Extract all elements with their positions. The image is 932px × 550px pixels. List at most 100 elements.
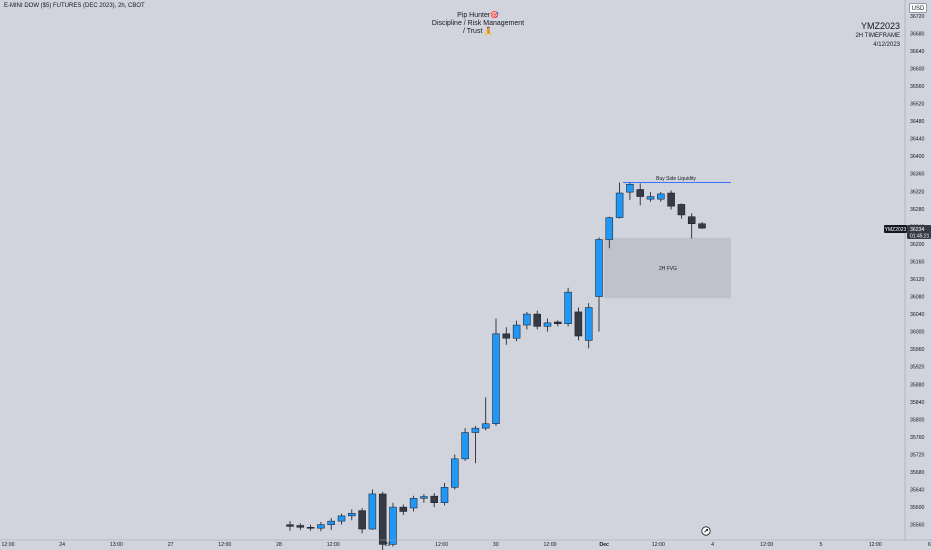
price-tick-label: 36040 — [910, 312, 925, 318]
bear-candle-body — [296, 525, 305, 528]
price-tick-label: 35840 — [910, 400, 925, 406]
time-axis[interactable]: 12:00 24 13:00 27 12:00 28 12:00 29 12:00 30 12:00… — [2, 542, 931, 548]
bull-candle-body — [409, 498, 418, 509]
time-tick-label: 12:00 — [327, 542, 340, 548]
price-tick-label: 35960 — [910, 347, 925, 353]
bull-candle-body — [348, 512, 356, 517]
price-tick-label: 35880 — [910, 382, 925, 388]
bull-candle-body — [420, 496, 428, 499]
price-tick-label: 36680 — [910, 31, 925, 37]
bear-candle-body — [378, 493, 387, 545]
time-tick-label: 12:00 — [435, 542, 448, 548]
bull-candle-body — [461, 432, 469, 460]
bear-candle-body — [667, 192, 675, 207]
price-countdown-tag — [907, 224, 931, 239]
price-axis[interactable]: 35560 35600 35640 35680 35720 35760 35800 35840… — [910, 14, 925, 529]
time-tick-label: 28 — [276, 542, 282, 548]
symbol-price-tag-text: YMZ2023 — [885, 227, 907, 233]
annotation-layer: Buy Side Liquidity 2H FVG — [623, 176, 731, 272]
bear-candle-body — [399, 506, 408, 512]
price-tick-label: 35720 — [910, 452, 925, 458]
time-tick-label: 29 — [385, 542, 391, 548]
bull-candle-body — [615, 192, 624, 218]
bull-candle-body — [389, 506, 397, 545]
time-tick-label: 13:00 — [110, 542, 123, 548]
bull-candle-body — [584, 307, 593, 341]
time-tick-label: 12:00 — [652, 542, 665, 548]
bull-candle-body — [481, 423, 490, 429]
target-emoji-icon: 🎯 — [490, 12, 499, 19]
time-tick-label: 12:00 — [869, 542, 882, 548]
bull-candle-body — [327, 520, 335, 525]
price-tick-label: 36440 — [910, 137, 925, 143]
bear-candle-body — [574, 311, 583, 337]
bear-candle-body — [533, 313, 541, 327]
price-tick-label: 36000 — [910, 330, 925, 336]
bear-candle-body — [430, 495, 438, 503]
time-tick-label: 5 — [820, 542, 823, 548]
time-tick-label: 24 — [59, 542, 65, 548]
bull-candle-body — [595, 239, 603, 297]
price-tick-label: 36600 — [910, 66, 925, 72]
bull-candle-body — [564, 291, 572, 324]
time-tick-label: 6 — [928, 542, 931, 548]
last-price-text: 36234 — [910, 227, 925, 233]
time-tick-label: 30 — [493, 542, 499, 548]
tagline: Discipline / Risk Management / Trust — [431, 20, 525, 35]
bull-candle-body — [605, 217, 614, 240]
price-tick-label: 35800 — [910, 417, 925, 423]
bull-candle-body — [492, 333, 500, 425]
price-tick-label: 36560 — [910, 84, 925, 90]
symbol-price-tag — [884, 224, 907, 233]
fvg-zone-label: 2H FVG — [659, 266, 677, 272]
bull-candle-body — [657, 193, 665, 200]
price-tick-label: 36160 — [910, 259, 925, 265]
watermark-symbol: YMZ2023 — [860, 21, 900, 31]
watermark-timeframe: 2H TIMEFRAME — [855, 33, 900, 39]
price-tick-label: 35680 — [910, 470, 925, 476]
bull-candle-body — [523, 313, 531, 326]
bull-candle-body — [317, 524, 325, 529]
countdown-text: 01:45:21 — [910, 233, 930, 239]
bull-candle-body — [646, 196, 655, 200]
price-tick-label: 35560 — [910, 523, 925, 529]
price-tick-label: 36640 — [910, 49, 925, 55]
bear-candle-body — [554, 321, 562, 324]
price-tick-label: 35920 — [910, 365, 925, 371]
symbol-title[interactable]: E-MINI DOW ($5) FUTURES (DEC 2023), 2h, … — [4, 3, 145, 9]
bear-candle-body — [286, 524, 294, 527]
buy-side-liquidity-label: Buy Side Liquidity — [656, 176, 696, 182]
price-tick-label: 36320 — [910, 189, 925, 195]
bear-candle-body — [502, 333, 511, 339]
price-tick-label: 36200 — [910, 242, 925, 248]
indicator-title: Pip Hunter🎯 Discipline / Risk Management… — [430, 12, 526, 36]
bear-candle-body — [698, 223, 706, 229]
currency-button[interactable]: USD — [909, 3, 927, 13]
price-tick-label: 36480 — [910, 119, 925, 125]
fvg-zone — [604, 237, 731, 299]
bull-candle-body — [543, 322, 552, 327]
bear-candle-body — [636, 189, 644, 197]
bear-candle-body — [358, 510, 366, 530]
price-tick-label: 35600 — [910, 505, 925, 511]
price-tick-label: 35640 — [910, 488, 925, 494]
time-tick-label: 27 — [168, 542, 174, 548]
replay-icon[interactable] — [701, 526, 711, 536]
time-tick-label: 12:00 — [218, 542, 231, 548]
bull-candle-body — [471, 427, 480, 433]
price-tick-label: 36280 — [910, 207, 925, 213]
watermark-date: 4/12/2023 — [873, 42, 900, 48]
price-tick-label: 35760 — [910, 435, 925, 441]
bull-candle-body — [337, 515, 346, 522]
bull-candle-body — [368, 493, 377, 530]
time-tick-label: 4 — [711, 542, 714, 548]
time-tick-label: 12:00 — [544, 542, 557, 548]
price-tick-label: 36080 — [910, 295, 925, 301]
bear-candle-body — [677, 204, 686, 216]
time-tick-label: 12:00 — [760, 542, 773, 548]
price-tick-label: 36520 — [910, 102, 925, 108]
bull-candle-body — [451, 458, 459, 488]
